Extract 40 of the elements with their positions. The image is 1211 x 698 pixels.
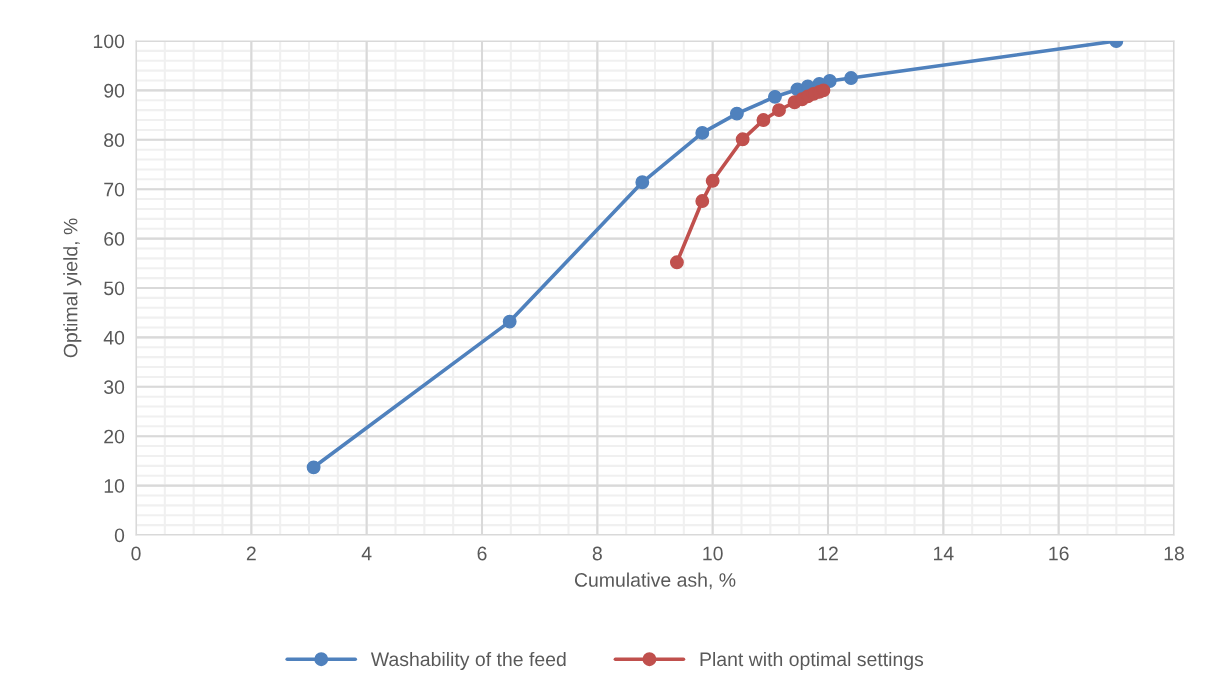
point	[635, 175, 650, 190]
point	[816, 83, 831, 98]
point	[695, 125, 710, 140]
point	[735, 132, 750, 147]
x-tick-label: 4	[361, 546, 372, 561]
point	[306, 460, 321, 475]
point	[729, 106, 744, 121]
y-tick-label: 100	[93, 34, 125, 49]
x-tick-label: 18	[1164, 546, 1184, 561]
point	[669, 255, 684, 270]
y-tick-label: 60	[104, 232, 125, 246]
point	[695, 194, 710, 209]
point	[756, 113, 771, 127]
y-tick-label: 50	[104, 281, 125, 296]
x-tick-label: 10	[703, 546, 723, 561]
x-tick-label: 2	[246, 546, 256, 561]
y-tick-label: 90	[104, 83, 125, 98]
point	[822, 74, 837, 88]
x-tick-label: 14	[934, 546, 954, 561]
x-tick-label: 12	[818, 546, 838, 561]
x-tick-label: 8	[592, 546, 602, 561]
legend-label: Plant with optimal settings	[700, 651, 924, 671]
y-axis-title: Optimal yield, %	[63, 218, 82, 358]
x-tick-label: 0	[131, 546, 141, 561]
y-tick-label: 80	[104, 133, 125, 148]
y-tick-label: 30	[104, 380, 125, 395]
x-tick-label: 16	[1049, 546, 1069, 561]
point	[772, 103, 786, 118]
point	[502, 314, 517, 329]
y-tick-label: 20	[104, 429, 125, 444]
y-tick-label: 70	[104, 182, 125, 197]
y-tick-label: 40	[103, 330, 125, 345]
x-tick-label: 6	[477, 546, 487, 561]
legend-label: Washability of the feed	[370, 651, 566, 671]
y-tick-label: 10	[104, 479, 125, 493]
point	[844, 71, 859, 85]
y-tick-label: 0	[114, 528, 125, 543]
point	[768, 89, 782, 104]
x-axis-title: Cumulative ash, %	[574, 572, 736, 590]
point	[705, 173, 720, 188]
